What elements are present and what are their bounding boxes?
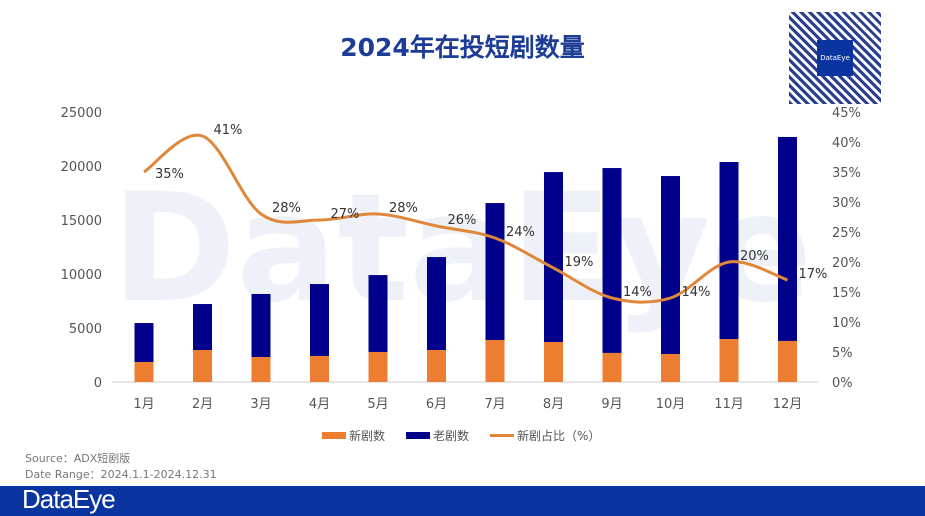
watermark: DataEye <box>112 162 813 336</box>
x-tick-label: 3月 <box>250 397 271 412</box>
bar-old <box>778 136 797 341</box>
bar-new <box>193 350 212 382</box>
ratio-data-label: 17% <box>799 267 828 282</box>
legend-label: 新剧占比（%） <box>517 429 601 443</box>
legend-label: 新剧数 <box>349 429 386 443</box>
y-tick-label: 25000 <box>61 106 102 121</box>
bar-old <box>368 275 388 352</box>
bar-old <box>134 323 154 363</box>
bar-new <box>778 340 797 382</box>
chart: DataEye 0 5000 10000 15000 20000 25000 0% 5% 10% 1… <box>61 106 861 412</box>
bar-old <box>661 176 680 355</box>
bar-old <box>485 203 505 340</box>
bar-new <box>719 339 739 382</box>
ratio-data-label: 28% <box>389 201 418 216</box>
x-tick-label: 2月 <box>192 397 213 412</box>
x-tick-label: 5月 <box>367 397 388 412</box>
qr-logo: DataEye <box>817 40 853 76</box>
x-tick-label: 10月 <box>656 397 686 412</box>
y-tick-label: 20000 <box>61 160 102 175</box>
y2-tick-label: 40% <box>832 136 861 151</box>
qr-code: DataEye <box>787 10 883 106</box>
ratio-data-label: 28% <box>272 201 301 216</box>
y2-tick-label: 10% <box>832 316 861 331</box>
ratio-data-label: 19% <box>565 255 594 270</box>
date-range-text: Date Range：2024.1.1-2024.12.31 <box>25 468 217 481</box>
ratio-data-label: 27% <box>331 207 360 222</box>
x-tick-label: 1月 <box>133 397 154 412</box>
bar-old <box>310 284 329 357</box>
ratio-data-label: 24% <box>506 225 535 240</box>
y2-tick-label: 0% <box>832 376 853 391</box>
x-tick-label: 4月 <box>309 397 330 412</box>
source-text: Source：ADX短剧版 <box>25 452 131 465</box>
x-tick-label: 6月 <box>426 397 447 412</box>
y2-tick-label: 30% <box>832 196 861 211</box>
x-tick-label: 8月 <box>543 397 564 412</box>
y2-tick-label: 35% <box>832 166 861 181</box>
y-tick-label: 5000 <box>69 322 102 337</box>
legend-swatch-old <box>406 432 430 439</box>
bar-old <box>193 304 212 351</box>
y2-tick-label: 5% <box>832 346 853 361</box>
bar-old <box>251 293 271 358</box>
ratio-data-label: 35% <box>155 167 184 182</box>
bar-new <box>134 362 154 382</box>
legend-new: 新剧数 <box>322 427 385 444</box>
x-tick-label: 11月 <box>714 397 744 412</box>
legend-ratio: 新剧占比（%） <box>490 427 600 444</box>
bar-new <box>251 357 271 382</box>
legend-swatch-ratio <box>490 434 514 437</box>
ratio-data-label: 20% <box>740 249 769 264</box>
chart-title: 2024年在投短剧数量 <box>340 33 585 62</box>
y2-tick-label: 20% <box>832 256 861 271</box>
bar-new <box>485 339 505 382</box>
dataeye-logo: DataEye <box>22 484 116 514</box>
y2-tick-label: 45% <box>832 106 861 121</box>
ratio-data-label: 26% <box>448 213 477 228</box>
y-tick-label: 0 <box>94 376 102 391</box>
x-tick-label: 12月 <box>773 397 803 412</box>
y-tick-label: 15000 <box>61 214 102 229</box>
bar-old <box>719 162 739 340</box>
ratio-data-label: 14% <box>682 285 711 300</box>
ratio-data-label: 41% <box>214 123 243 138</box>
ratio-data-label: 14% <box>623 285 652 300</box>
x-tick-label: 9月 <box>601 397 622 412</box>
footer-bar: DataEye <box>0 484 925 516</box>
bar-new <box>427 350 446 382</box>
y2-tick-label: 25% <box>832 226 861 241</box>
legend-swatch-new <box>322 432 346 439</box>
y2-tick-label: 15% <box>832 286 861 301</box>
legend-label: 老剧数 <box>433 429 470 443</box>
bar-new <box>310 356 329 382</box>
x-tick-label: 7月 <box>484 397 505 412</box>
legend-old: 老剧数 <box>406 427 469 444</box>
ratio-line <box>143 133 789 304</box>
bar-old <box>602 168 622 353</box>
bar-new <box>368 351 388 382</box>
y-tick-label: 10000 <box>61 268 102 283</box>
bar-new <box>661 354 680 382</box>
bar-new <box>602 352 622 382</box>
bar-new <box>544 342 563 382</box>
bar-old <box>544 172 563 343</box>
bar-old <box>427 257 446 351</box>
